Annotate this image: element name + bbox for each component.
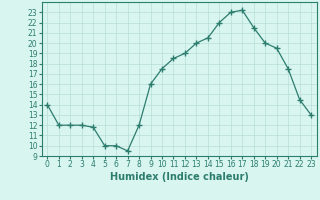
X-axis label: Humidex (Indice chaleur): Humidex (Indice chaleur) xyxy=(110,172,249,182)
